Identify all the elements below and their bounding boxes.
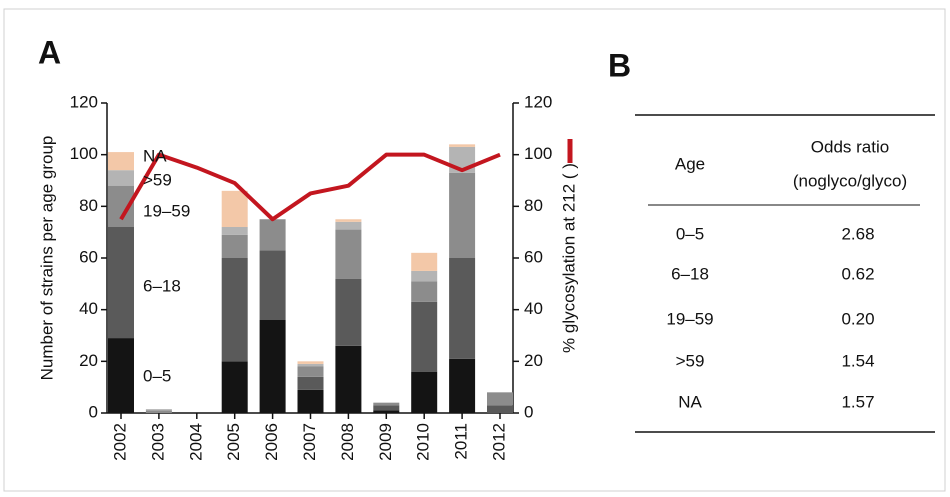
bar-segment (411, 270, 438, 282)
table-header: Age (675, 154, 705, 173)
bar-segment (449, 172, 476, 258)
y2-tick-label: 100 (524, 144, 552, 163)
bar-segment (335, 345, 362, 413)
x-tick-label: 2004 (186, 423, 205, 461)
y-tick-label: 120 (70, 92, 98, 111)
legend-label: 0–5 (143, 366, 171, 385)
x-tick-label: 2002 (110, 423, 129, 461)
frame (3, 8, 946, 492)
bar-segment (411, 281, 438, 302)
bar-segment (449, 258, 476, 359)
bar-segment (259, 219, 286, 251)
legend-label: 6–18 (143, 276, 181, 295)
bar-segment (373, 405, 400, 411)
bar-segment (221, 361, 248, 413)
table-cell: 0–5 (676, 224, 704, 243)
y-tick-label: 40 (79, 299, 98, 318)
y2-tick-label: 20 (524, 351, 543, 370)
y2-tick-label: 40 (524, 299, 543, 318)
y-tick-label: 60 (79, 247, 98, 266)
bar-segment (297, 366, 324, 377)
bar-segment (373, 402, 400, 406)
y-axis-label: Number of strains per age group (37, 136, 56, 381)
panel-label: A (38, 34, 61, 70)
bar-segment (411, 371, 438, 413)
y2-tick-label: 120 (524, 92, 552, 111)
x-tick-label: 2009 (376, 423, 395, 461)
bar-segment (297, 363, 324, 367)
table-cell: 1.54 (841, 351, 874, 370)
bar-segment (297, 389, 324, 413)
panel-label: B (608, 47, 631, 83)
x-tick-label: 2006 (262, 423, 281, 461)
y-tick-label: 80 (79, 196, 98, 215)
bar-segment (373, 410, 400, 413)
y-tick-label: 100 (70, 144, 98, 163)
bar-segment (221, 227, 248, 235)
x-tick-label: 2008 (338, 423, 357, 461)
table-header: Odds ratio (811, 137, 889, 156)
line (119, 152, 501, 222)
table-cell: 1.57 (841, 392, 874, 411)
x-tick-label: 2010 (414, 423, 433, 461)
x-tick-label: 2011 (452, 423, 471, 460)
bar-segment (449, 144, 476, 147)
bar-segment (108, 170, 134, 186)
bar-segment (108, 227, 134, 339)
y-tick-label: 20 (79, 351, 98, 370)
table-cell: 2.68 (841, 224, 874, 243)
table-header: (noglyco/glyco) (793, 171, 907, 190)
bar-segment (335, 219, 362, 222)
bar-segment (449, 358, 476, 413)
legend-label: >59 (143, 170, 172, 189)
y-tick-label: 0 (89, 402, 98, 421)
bar-segment (487, 405, 513, 413)
bar-segment (411, 252, 438, 271)
y2-axis-label: % glycosylation at 212 ( ) (559, 163, 578, 353)
bar-segment (259, 250, 286, 320)
bar-segment (411, 301, 438, 372)
bar-segment (108, 152, 134, 171)
y2-tick-label: 0 (524, 402, 533, 421)
table-cell: NA (678, 392, 702, 411)
y2-tick-label: 60 (524, 247, 543, 266)
table-cell: 0.20 (841, 309, 874, 328)
x-tick-label: 2007 (300, 423, 319, 461)
bar-segment (297, 361, 324, 364)
x-tick-label: 2005 (224, 423, 243, 461)
x-tick-label: 2012 (489, 423, 508, 461)
y2-tick-label: 80 (524, 196, 543, 215)
bar-segment (259, 320, 286, 413)
bar-segment (108, 338, 134, 413)
legend-label: NA (143, 146, 167, 165)
table-cell: 0.62 (841, 264, 874, 283)
x-tick-label: 2003 (148, 423, 167, 461)
bar-segment (487, 392, 513, 406)
table-cell: >59 (676, 351, 705, 370)
bar-segment (145, 410, 172, 413)
bar-segment (335, 221, 362, 230)
table-cell: 6–18 (671, 264, 709, 283)
bar-segment (221, 234, 248, 258)
bar-segment (221, 258, 248, 362)
legend-label: 19–59 (143, 201, 190, 220)
bar-segment (145, 409, 172, 411)
bar-segment (335, 229, 362, 279)
bar-segment (221, 190, 248, 227)
bar-segment (335, 278, 362, 346)
bar-segment (297, 376, 324, 390)
table-cell: 19–59 (666, 309, 713, 328)
